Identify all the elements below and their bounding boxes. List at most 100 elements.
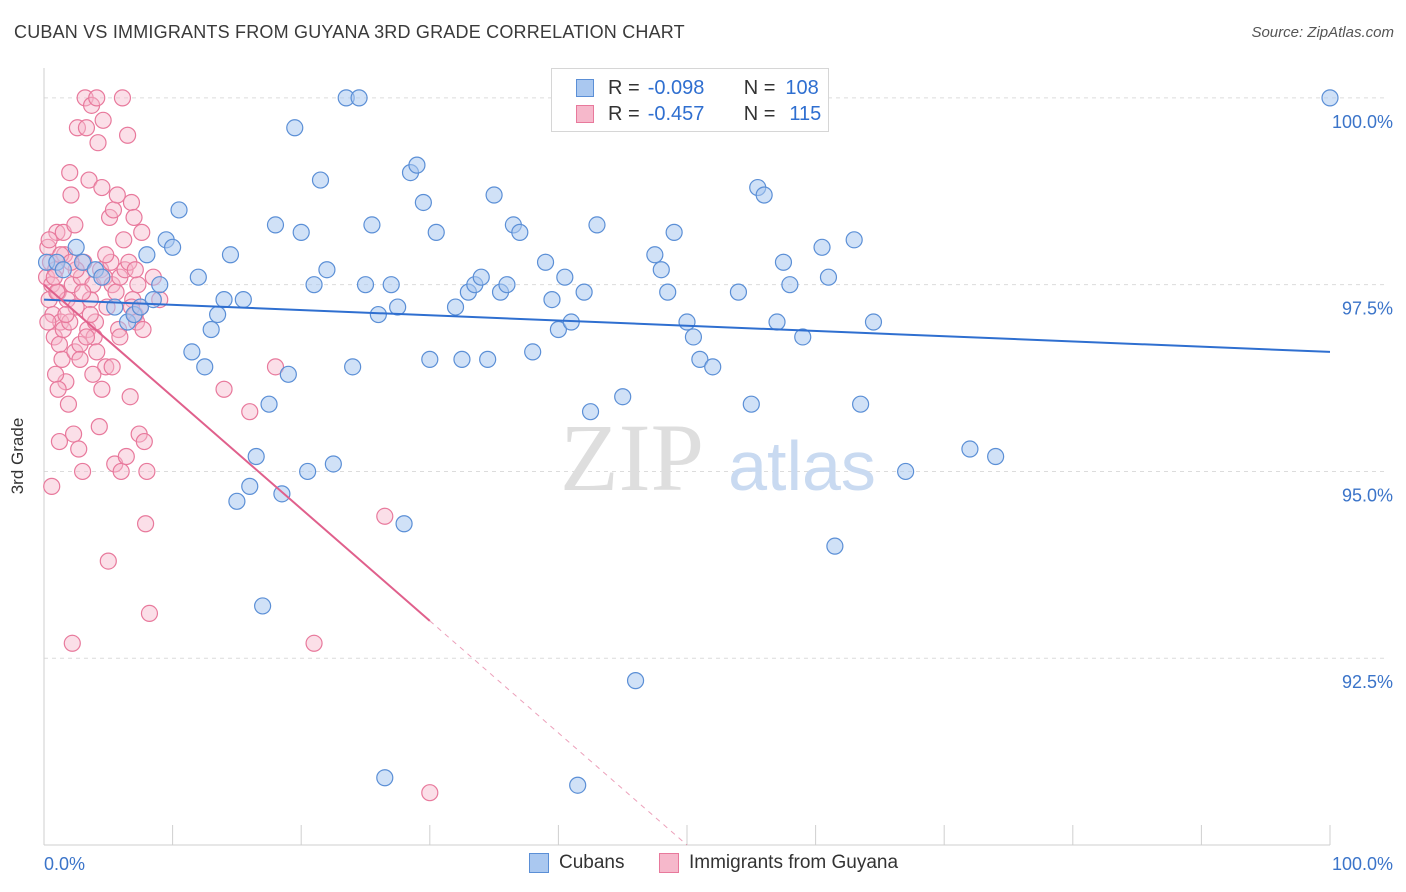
cuban-point (556, 268, 574, 286)
guyana-point (129, 276, 147, 294)
guyana-point (421, 784, 439, 802)
cuban-point (376, 769, 394, 787)
guyana-point (94, 111, 112, 129)
guyana-point (99, 552, 117, 570)
guyana-point (125, 208, 143, 227)
guyana-point (53, 350, 71, 368)
y-axis-label: 3rd Grade (8, 417, 27, 495)
tick-labels: 92.5% 95.0% 97.5% 100.0% 0.0% 100.0% (44, 112, 1393, 874)
guyana-point (90, 418, 108, 436)
guyana-point (104, 201, 123, 219)
cuban-point (536, 253, 555, 271)
cuban-point (350, 89, 368, 107)
cuban-point (369, 305, 387, 324)
cuban-point (427, 223, 445, 241)
watermark-atlas: atlas (728, 427, 876, 505)
cuban-point (768, 313, 786, 331)
guyana-point (64, 425, 83, 443)
cuban-point (897, 462, 915, 481)
cuban-point (421, 350, 439, 368)
guyana-points (37, 89, 439, 802)
cuban-point (151, 276, 169, 294)
guyana-point (134, 320, 152, 339)
cuban-point (260, 395, 278, 413)
n-label: N = (743, 76, 776, 99)
guyana-point (88, 343, 106, 361)
legend-label-cubans: Cubans (559, 852, 625, 873)
cuban-point (987, 447, 1005, 466)
cuban-point (273, 485, 291, 503)
watermark-zip: ZIP (560, 404, 704, 511)
cuban-point (704, 358, 722, 376)
guyana-point (118, 126, 137, 144)
guyana-point (108, 186, 126, 204)
cuban-point (395, 515, 413, 533)
cuban-point (67, 238, 85, 256)
cuban-point (183, 343, 201, 361)
cuban-points (37, 89, 1339, 794)
cuban-point (665, 223, 683, 241)
guyana-point (133, 223, 151, 241)
cubans-trend-line (43, 298, 1331, 353)
y-tick-label: 95.0% (1342, 485, 1393, 505)
cuban-point (569, 776, 587, 794)
guyana-point (77, 328, 96, 346)
guyana-point (43, 477, 61, 495)
cuban-point (305, 276, 323, 294)
legend-item-cubans[interactable]: Cubans (529, 852, 625, 874)
cuban-point (215, 291, 233, 309)
cuban-point (228, 492, 246, 510)
guyana-point (138, 462, 156, 481)
r-value: -0.098 (647, 76, 705, 99)
guyana-point (107, 283, 125, 301)
cuban-point (742, 395, 760, 413)
y-tick-label: 100.0% (1332, 112, 1393, 132)
cuban-point (864, 313, 883, 331)
n-label: N = (743, 102, 776, 125)
cuban-point (164, 238, 182, 256)
cuban-point (755, 186, 773, 204)
guyana-point (71, 350, 89, 368)
guyana-point (84, 365, 102, 383)
guyana-point (97, 246, 115, 264)
cuban-point (852, 395, 870, 413)
cuban-point (826, 537, 844, 555)
guyana-point (266, 358, 285, 376)
cuban-point (209, 305, 227, 324)
guyana-point (50, 335, 69, 354)
guyana-trend-line (43, 283, 431, 622)
n-value: 108 (785, 76, 819, 99)
cuban-point (54, 261, 72, 279)
cuban-point (292, 223, 310, 241)
cuban-point (311, 171, 330, 189)
cuban-point (485, 186, 503, 204)
cuban-point (382, 276, 400, 294)
guyana-point (126, 261, 144, 279)
cuban-point (247, 447, 265, 466)
x-tick-label: 0.0% (44, 854, 85, 874)
cuban-point (813, 238, 831, 256)
guyana-point (68, 119, 87, 137)
guyana-point (77, 119, 96, 137)
cuban-point (543, 291, 561, 309)
cuban-point (626, 672, 645, 690)
guyana-point (121, 388, 139, 406)
watermark: ZIP atlas (560, 404, 876, 511)
cuban-point (202, 320, 220, 339)
y-tick-label: 97.5% (1342, 299, 1393, 319)
cuban-point (389, 298, 407, 316)
cuban-point (73, 253, 92, 271)
cuban-point (819, 268, 838, 286)
cuban-point (196, 358, 214, 376)
cuban-point (93, 268, 111, 286)
guyana-point (113, 89, 132, 107)
cuban-point (781, 276, 799, 294)
cuban-point (254, 597, 272, 615)
cuban-point (729, 283, 748, 301)
guyana-point (305, 634, 323, 652)
cuban-point (1321, 89, 1339, 107)
legend-item-guyana[interactable]: Immigrants from Guyana (659, 852, 898, 874)
r-value: -0.457 (647, 102, 705, 125)
guyana-point (46, 365, 65, 383)
